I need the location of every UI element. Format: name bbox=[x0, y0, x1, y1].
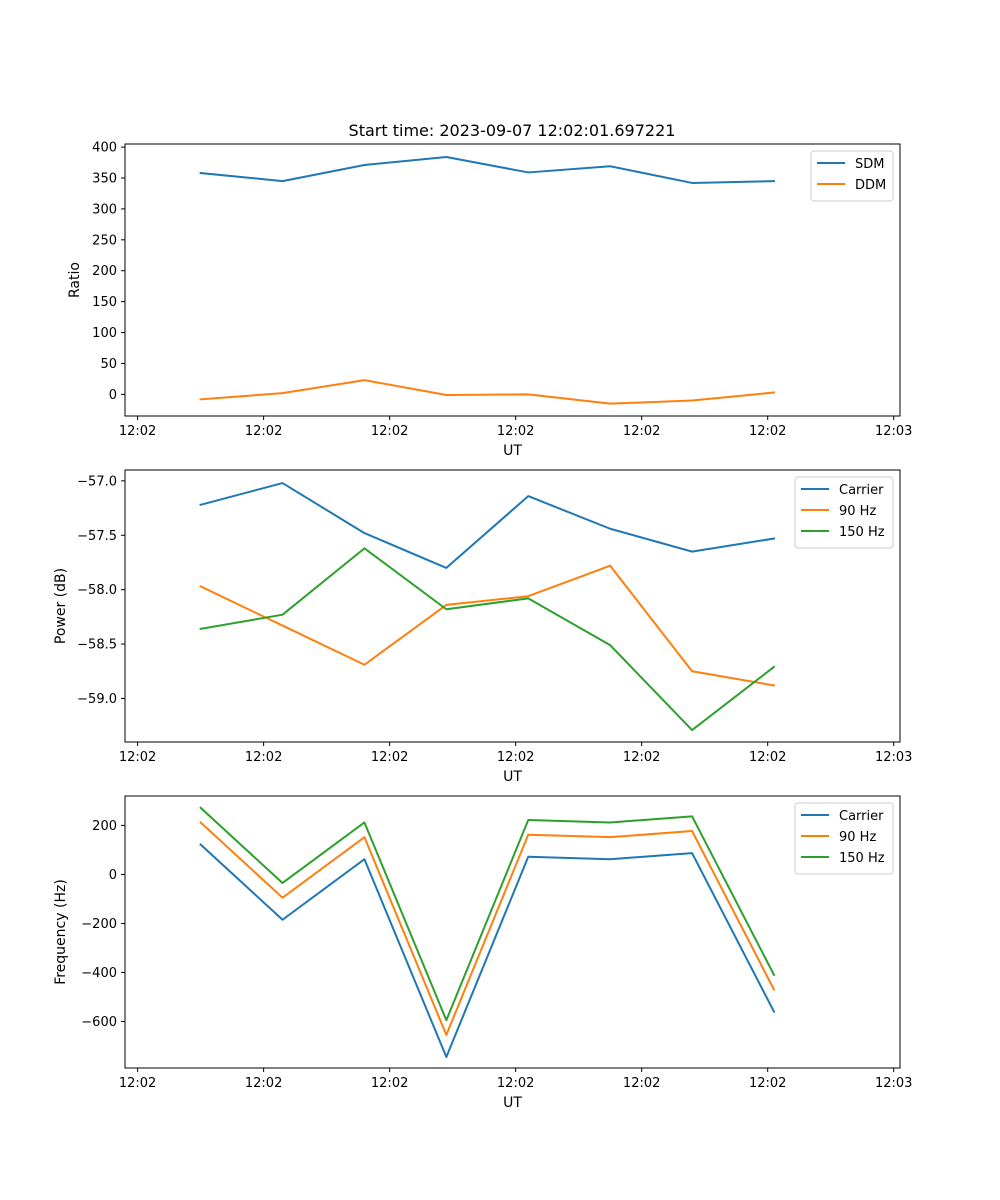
power-x-tick-label: 12:02 bbox=[623, 750, 660, 765]
ratio-x-tick-label: 12:02 bbox=[371, 424, 408, 439]
power-y-axis-label: Power (dB) bbox=[53, 568, 69, 644]
ratio-x-axis-label: UT bbox=[503, 443, 522, 459]
frequency-series-150-hz-line bbox=[199, 806, 776, 1022]
frequency-panel: 12:02 12:02 12:02 12:02 12:02 12:02 12:03 −600 −… bbox=[53, 795, 912, 1111]
power-y-tick-label: −58.0 bbox=[77, 583, 117, 598]
frequency-x-tick-label: 12:02 bbox=[119, 1076, 156, 1091]
power-x-tick-label: 12:02 bbox=[245, 750, 282, 765]
ratio-x-tick-label: 12:02 bbox=[749, 424, 786, 439]
frequency-legend-label-150-hz: 150 Hz bbox=[839, 851, 885, 866]
frequency-x-tick-label: 12:02 bbox=[497, 1076, 534, 1091]
power-x-tick-label: 12:02 bbox=[749, 750, 786, 765]
ratio-x-tick-label: 12:03 bbox=[875, 424, 912, 439]
ratio-legend-label-ddm: DDM bbox=[855, 178, 886, 193]
frequency-x-tick-label: 12:02 bbox=[749, 1076, 786, 1091]
power-y-tick-label: −57.0 bbox=[77, 474, 117, 489]
ratio-x-tick-label: 12:02 bbox=[119, 424, 156, 439]
frequency-x-tick-label: 12:02 bbox=[371, 1076, 408, 1091]
ratio-panel: 12:02 12:02 12:02 12:02 12:02 12:02 12:03 0 50 10… bbox=[67, 141, 912, 459]
ratio-y-tick-label: 400 bbox=[92, 141, 117, 156]
frequency-legend-label-carrier: Carrier bbox=[839, 809, 884, 824]
frequency-x-axis-label: UT bbox=[503, 1095, 522, 1111]
power-legend-label-carrier: Carrier bbox=[839, 483, 884, 498]
power-x-tick-label: 12:02 bbox=[371, 750, 408, 765]
ratio-y-tick-label: 250 bbox=[92, 233, 117, 248]
power-x-tick-label: 12:03 bbox=[875, 750, 912, 765]
power-series-carrier-line bbox=[199, 482, 776, 569]
frequency-y-tick-label: −400 bbox=[81, 966, 117, 981]
power-x-tick-label: 12:02 bbox=[119, 750, 156, 765]
frequency-x-tick-label: 12:03 bbox=[875, 1076, 912, 1091]
power-axes-frame bbox=[124, 469, 901, 743]
ratio-y-tick-label: 150 bbox=[92, 295, 117, 310]
ratio-series-sdm-line bbox=[199, 155, 776, 184]
chart-title: Start time: 2023-09-07 12:02:01.697221 bbox=[349, 121, 676, 140]
frequency-axes-frame bbox=[124, 795, 901, 1069]
ratio-y-tick-label: 50 bbox=[100, 357, 117, 372]
frequency-series-carrier-line bbox=[199, 843, 776, 1058]
power-y-tick-label: −58.5 bbox=[77, 638, 117, 653]
power-legend-label-150-hz: 150 Hz bbox=[839, 525, 885, 540]
ratio-axes-frame bbox=[124, 143, 901, 417]
frequency-y-tick-label: −600 bbox=[81, 1015, 117, 1030]
power-y-tick-label: −57.5 bbox=[77, 529, 117, 544]
frequency-series-90-hz-line bbox=[199, 821, 776, 1036]
frequency-y-tick-label: −200 bbox=[81, 917, 117, 932]
ratio-y-tick-label: 200 bbox=[92, 264, 117, 279]
ratio-x-tick-label: 12:02 bbox=[623, 424, 660, 439]
power-series-150-hz-line bbox=[199, 547, 776, 732]
frequency-y-tick-label: 0 bbox=[109, 868, 117, 883]
frequency-legend-label-90-hz: 90 Hz bbox=[839, 830, 876, 845]
power-legend-label-90-hz: 90 Hz bbox=[839, 504, 876, 519]
ratio-y-axis-label: Ratio bbox=[67, 262, 83, 298]
power-panel: 12:02 12:02 12:02 12:02 12:02 12:02 12:03 −59.0… bbox=[53, 469, 912, 785]
ratio-legend-label-sdm: SDM bbox=[855, 157, 884, 172]
ratio-y-tick-label: 350 bbox=[92, 172, 117, 187]
ratio-y-tick-label: 300 bbox=[92, 202, 117, 217]
frequency-x-tick-label: 12:02 bbox=[623, 1076, 660, 1091]
ratio-x-tick-label: 12:02 bbox=[245, 424, 282, 439]
ratio-y-tick-label: 0 bbox=[109, 388, 117, 403]
ratio-series-ddm-line bbox=[199, 379, 776, 405]
frequency-y-axis-label: Frequency (Hz) bbox=[53, 879, 69, 985]
power-series-90-hz-line bbox=[199, 564, 776, 687]
frequency-x-tick-label: 12:02 bbox=[245, 1076, 282, 1091]
ratio-y-tick-label: 100 bbox=[92, 326, 117, 341]
power-x-axis-label: UT bbox=[503, 769, 522, 785]
ratio-x-tick-label: 12:02 bbox=[497, 424, 534, 439]
power-x-tick-label: 12:02 bbox=[497, 750, 534, 765]
frequency-y-tick-label: 200 bbox=[92, 819, 117, 834]
power-y-tick-label: −59.0 bbox=[77, 692, 117, 707]
